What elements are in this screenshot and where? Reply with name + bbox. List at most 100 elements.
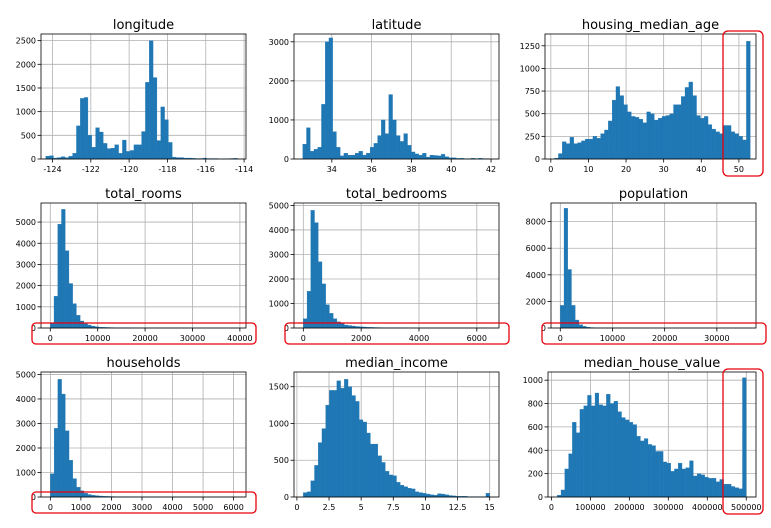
- y-tick-label: 0: [31, 155, 36, 164]
- x-tick-label: 10: [420, 503, 430, 512]
- histogram-bar: [385, 471, 390, 498]
- histogram-bar: [742, 139, 747, 160]
- axes-frame: [40, 33, 247, 160]
- histogram-bar: [573, 143, 578, 160]
- y-tick-label: 2000: [269, 275, 289, 284]
- histogram-bar: [727, 125, 732, 160]
- histogram-bar: [681, 468, 686, 498]
- histogram-bar: [332, 131, 337, 160]
- histogram-bar: [635, 117, 640, 160]
- axes-frame: [544, 33, 757, 160]
- x-tick-label: 300000: [653, 503, 684, 512]
- histogram-bar: [65, 430, 70, 498]
- histogram-bar: [152, 77, 158, 160]
- y-tick-label: 8000: [526, 218, 546, 227]
- histogram-bar: [659, 451, 664, 498]
- y-tick-label: 500: [274, 456, 289, 465]
- x-tick-label: 400000: [692, 503, 723, 512]
- histogram-bar: [433, 155, 438, 160]
- histogram-bar: [414, 491, 420, 498]
- x-tick-label: 20: [621, 165, 631, 174]
- histogram-bar: [693, 475, 698, 498]
- histogram-bar: [49, 155, 54, 160]
- histogram-bar: [613, 401, 618, 498]
- histogram-bar: [329, 313, 334, 329]
- highlight-box: [722, 30, 764, 177]
- histogram-bar: [411, 151, 416, 160]
- histogram-bar: [57, 379, 62, 498]
- histogram-bar: [328, 37, 333, 160]
- y-tick-label: 1000: [16, 108, 36, 117]
- y-tick-label: 1250: [520, 42, 540, 51]
- histogram-bar: [83, 97, 89, 160]
- y-tick-label: 2000: [269, 77, 289, 86]
- highlight-box: [284, 322, 510, 345]
- histogram-bar: [707, 124, 713, 160]
- histogram-bar: [700, 474, 705, 498]
- histogram-bar: [604, 129, 609, 160]
- histogram-bar: [87, 324, 92, 329]
- histogram-bar: [734, 133, 739, 160]
- x-tick-label: -116: [197, 165, 215, 174]
- histogram-bar: [314, 222, 319, 329]
- histogram-bar: [303, 492, 308, 498]
- y-tick-label: 600: [528, 423, 543, 432]
- histogram-bar: [606, 394, 611, 498]
- histogram-bar: [700, 118, 705, 160]
- histogram-bar: [485, 493, 490, 498]
- histogram-bar: [318, 261, 323, 329]
- y-tick-label: 3000: [269, 250, 289, 259]
- histogram-bar: [560, 489, 565, 498]
- y-tick-label: 500: [525, 110, 540, 119]
- x-tick-label: 6000: [223, 503, 243, 512]
- y-tick-label: 250: [525, 132, 540, 141]
- histogram-households: 0 1000 2000 3000 4000 5000 6000 0 1000 2000 3000 40…: [16, 356, 257, 514]
- y-tick-label: 0: [284, 155, 289, 164]
- histogram-bar: [72, 153, 77, 160]
- x-tick-label: 4000: [162, 503, 182, 512]
- histogram-bar: [608, 120, 613, 160]
- histogram-bar: [160, 106, 165, 160]
- y-tick-label: 500: [21, 131, 36, 140]
- histogram-bar: [141, 131, 146, 160]
- histogram-bar: [708, 478, 713, 498]
- histogram-bar: [329, 390, 334, 498]
- histogram-bar: [72, 303, 77, 329]
- x-tick-label: 7.5: [387, 503, 400, 512]
- histogram-bar: [598, 404, 603, 498]
- histogram-bar: [567, 269, 572, 329]
- histogram-bar: [76, 315, 81, 329]
- highlight-box: [31, 491, 257, 514]
- y-tick-label: 400: [528, 446, 543, 455]
- chart-title: housing_median_age: [582, 18, 719, 33]
- histogram-bar: [621, 417, 626, 498]
- histogram-bar: [746, 41, 751, 160]
- histogram-bar: [650, 113, 655, 160]
- x-tick-label: 34: [327, 165, 337, 174]
- y-tick-label: 1500: [16, 84, 36, 93]
- x-tick-label: 2000: [101, 503, 121, 512]
- y-tick-label: 5000: [269, 201, 289, 210]
- histogram-bar: [321, 104, 326, 160]
- x-tick-label: 42: [486, 165, 496, 174]
- histogram-bar: [83, 493, 88, 498]
- x-tick-label: 10000: [85, 334, 110, 343]
- histogram-bar: [644, 438, 649, 498]
- x-tick-label: 40: [696, 165, 706, 174]
- chart-title: total_rooms: [105, 187, 182, 202]
- y-tick-label: 1000: [523, 376, 543, 385]
- histogram-bar: [602, 405, 607, 498]
- histogram-bar: [441, 154, 446, 160]
- axes-frame: [293, 202, 500, 329]
- histogram-bar: [441, 493, 446, 498]
- histogram-bar: [592, 136, 597, 160]
- x-tick-label: 30000: [180, 334, 205, 343]
- histogram-bar: [632, 424, 637, 498]
- histogram-bar: [677, 104, 682, 160]
- histogram-bar: [723, 483, 728, 498]
- histogram-bar: [575, 319, 580, 329]
- y-tick-label: 750: [525, 87, 540, 96]
- highlight-box: [541, 322, 767, 345]
- y-tick-label: 4000: [269, 226, 289, 235]
- y-tick-label: 800: [528, 400, 543, 409]
